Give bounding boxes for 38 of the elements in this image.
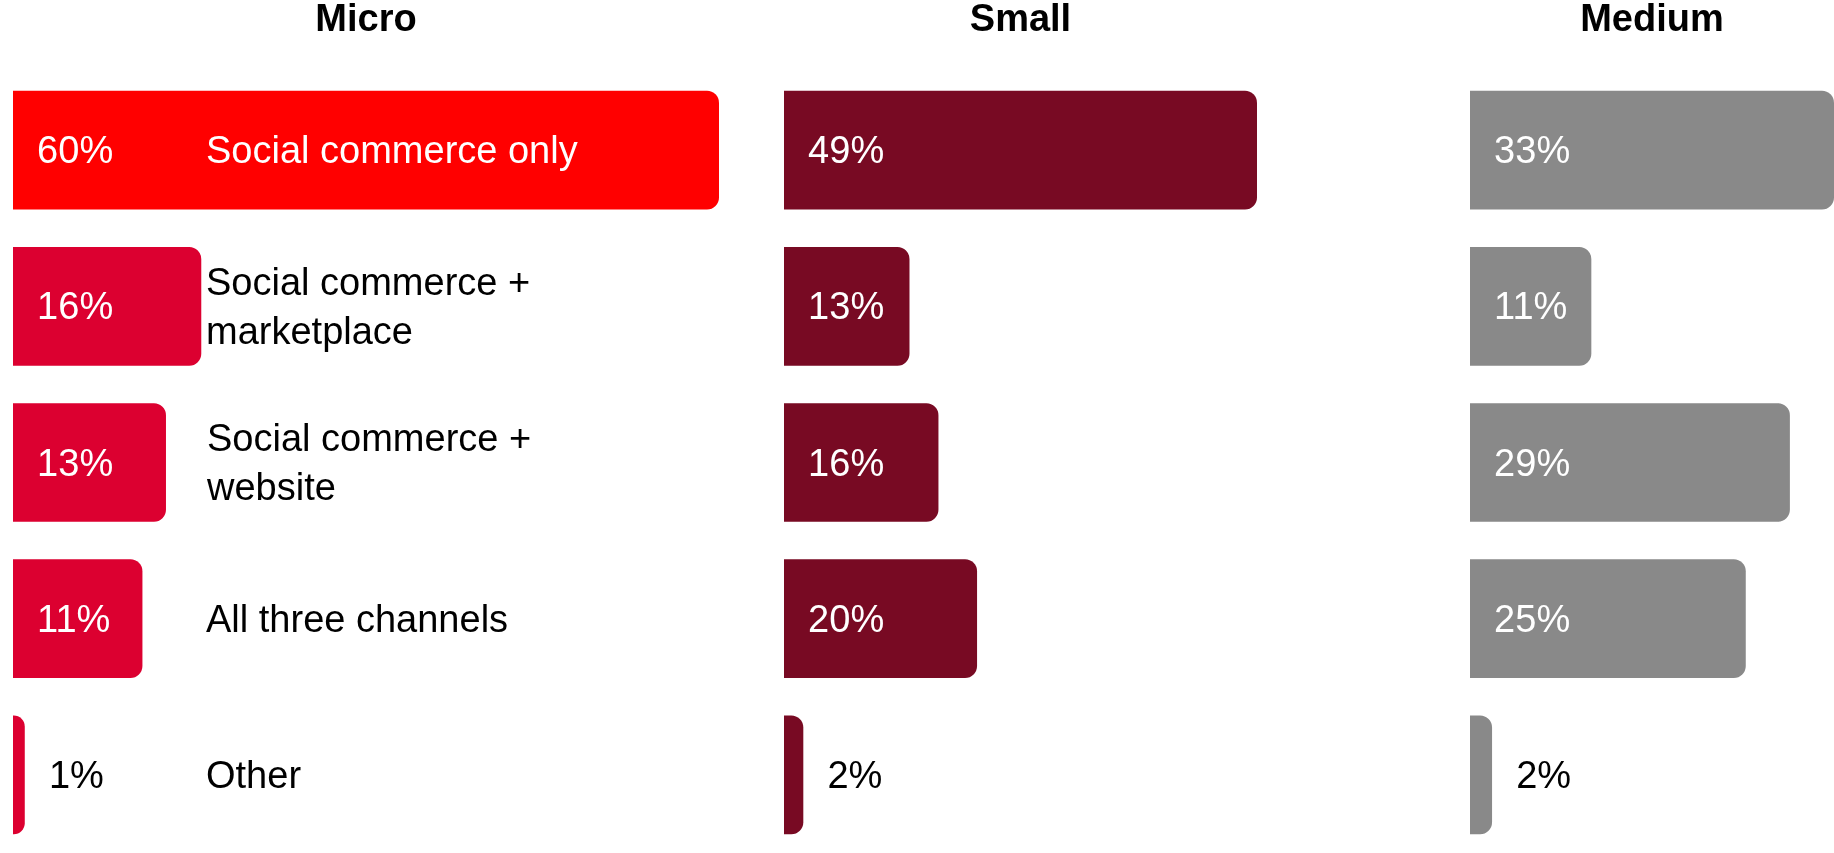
- bar: [784, 715, 804, 835]
- data-label: 29%: [1473, 441, 1571, 484]
- bar: [13, 246, 202, 366]
- data-label: 2%: [806, 753, 883, 796]
- bar: [1470, 90, 1834, 210]
- bar: [13, 403, 166, 522]
- bar: [1470, 246, 1592, 366]
- bar: [13, 715, 25, 835]
- data-label: 13%: [16, 441, 114, 484]
- data-label: 20%: [787, 597, 885, 640]
- data-label: 25%: [1473, 597, 1571, 640]
- chart-title: Small: [969, 0, 1072, 39]
- data-label: 49%: [787, 129, 885, 172]
- data-label: 16%: [787, 441, 885, 484]
- bar: [13, 559, 143, 679]
- chart-title: Medium: [1580, 0, 1724, 39]
- y-tick-label: Other: [206, 754, 302, 796]
- bar: [1470, 403, 1790, 522]
- data-label: 16%: [16, 285, 114, 328]
- y-tick-label: Social commerce + website: [206, 417, 532, 509]
- chart-title: Micro: [315, 0, 417, 39]
- data-label: 11%: [16, 597, 111, 640]
- data-label: 2%: [1495, 753, 1572, 796]
- bar: [784, 559, 978, 679]
- data-label: 13%: [787, 285, 885, 328]
- bar: [1470, 559, 1746, 679]
- data-label: 33%: [1473, 129, 1571, 172]
- bar: [1470, 715, 1493, 835]
- y-tick-label: Social commerce only: [206, 129, 578, 171]
- data-label: 11%: [1473, 285, 1568, 328]
- data-label: 1%: [27, 753, 104, 796]
- bar: [784, 90, 1257, 210]
- bar: [784, 403, 939, 522]
- bar: [784, 246, 910, 366]
- y-tick-label: All three channels: [206, 598, 509, 640]
- bar: [13, 90, 719, 210]
- data-label: 60%: [16, 129, 114, 172]
- y-tick-label: Social commerce + marketplace: [206, 261, 531, 353]
